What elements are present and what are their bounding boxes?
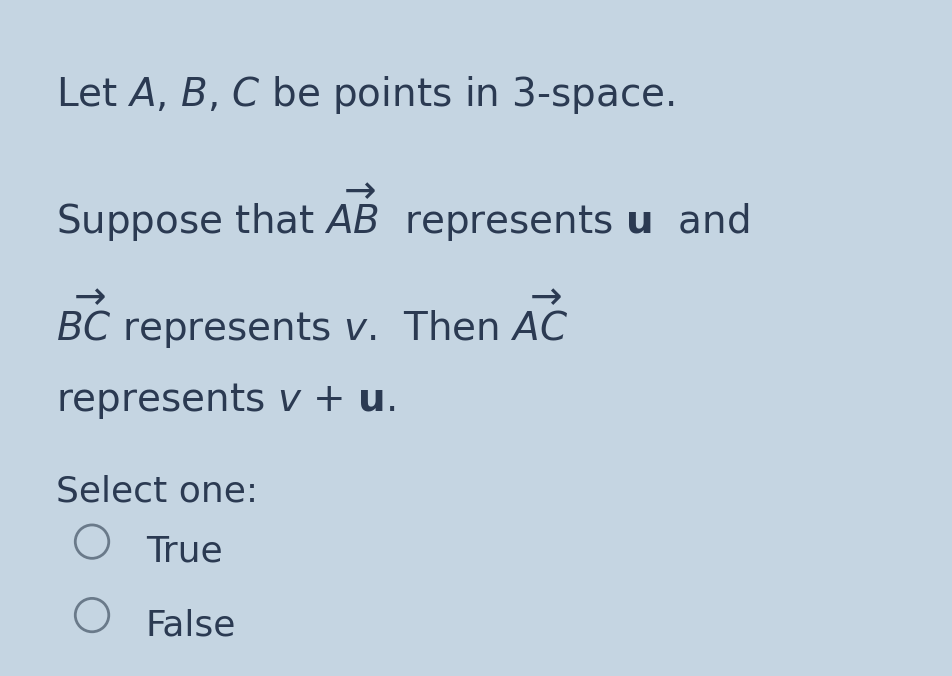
Text: represents $\mathit{v}$ + $\mathbf{u}$.: represents $\mathit{v}$ + $\mathbf{u}$. [56,381,395,421]
Text: Select one:: Select one: [56,475,258,509]
Text: Let $\mathit{A}$, $\mathit{B}$, $\mathit{C}$ be points in 3-space.: Let $\mathit{A}$, $\mathit{B}$, $\mathit… [56,74,674,116]
Text: False: False [146,608,236,642]
Text: $\overrightarrow{\mathit{BC}}$ represents $\mathit{v}$.  Then $\overrightarrow{\: $\overrightarrow{\mathit{BC}}$ represent… [56,288,567,352]
Text: Suppose that $\overrightarrow{\mathit{AB}}$  represents $\mathbf{u}$  and: Suppose that $\overrightarrow{\mathit{AB… [56,181,748,243]
Text: True: True [146,535,222,569]
